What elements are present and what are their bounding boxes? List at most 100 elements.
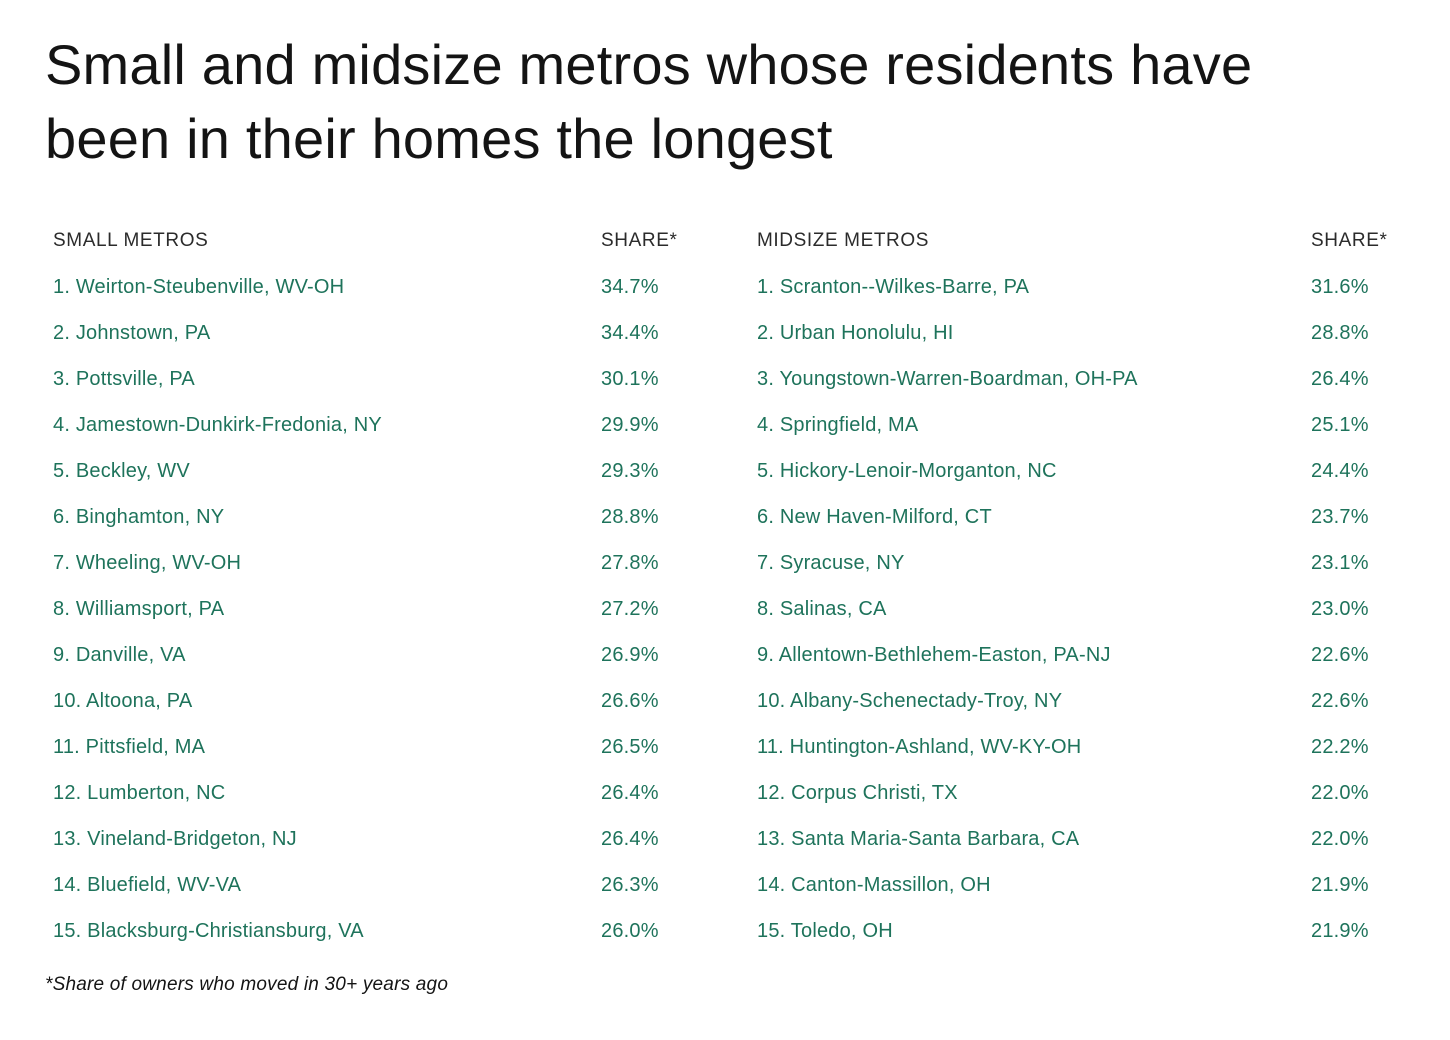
table-row: 4. Springfield, MA 25.1% <box>757 402 1389 448</box>
midsize-metros-header-row: MIDSIZE METROS SHARE* <box>757 218 1389 264</box>
share-value-cell: 26.9% <box>601 643 659 666</box>
small-metros-column-header: SMALL METROS <box>53 230 209 251</box>
share-value-cell: 34.7% <box>601 275 659 298</box>
share-value-cell: 24.4% <box>1311 459 1369 482</box>
table-row: 14. Canton-Massillon, OH 21.9% <box>757 862 1389 908</box>
table-row: 5. Beckley, WV 29.3% <box>53 448 757 494</box>
share-value-cell: 22.0% <box>1311 781 1369 804</box>
metro-name-cell: 5. Hickory-Lenoir-Morganton, NC <box>757 459 1057 482</box>
table-row: 9. Danville, VA 26.9% <box>53 632 757 678</box>
small-metros-header-row: SMALL METROS SHARE* <box>53 218 757 264</box>
metro-name-cell: 1. Weirton-Steubenville, WV-OH <box>53 275 345 298</box>
metro-name-cell: 4. Jamestown-Dunkirk-Fredonia, NY <box>53 413 382 436</box>
table-row: 4. Jamestown-Dunkirk-Fredonia, NY 29.9% <box>53 402 757 448</box>
table-row: 7. Wheeling, WV-OH 27.8% <box>53 540 757 586</box>
metro-name-cell: 3. Youngstown-Warren-Boardman, OH-PA <box>757 367 1138 390</box>
table-row: 14. Bluefield, WV-VA 26.3% <box>53 862 757 908</box>
share-value-cell: 29.9% <box>601 413 659 436</box>
metro-name-cell: 11. Pittsfield, MA <box>53 735 206 758</box>
table-row: 1. Weirton-Steubenville, WV-OH 34.7% <box>53 264 757 310</box>
table-row: 3. Pottsville, PA 30.1% <box>53 356 757 402</box>
share-value-cell: 22.0% <box>1311 827 1369 850</box>
table-row: 11. Pittsfield, MA 26.5% <box>53 724 757 770</box>
table-row: 10. Altoona, PA 26.6% <box>53 678 757 724</box>
midsize-metros-column-header: MIDSIZE METROS <box>757 230 930 251</box>
metro-name-cell: 2. Urban Honolulu, HI <box>757 321 954 344</box>
share-value-cell: 30.1% <box>601 367 659 390</box>
metro-name-cell: 13. Santa Maria-Santa Barbara, CA <box>757 827 1080 850</box>
share-value-cell: 21.9% <box>1311 919 1369 942</box>
table-row: 5. Hickory-Lenoir-Morganton, NC 24.4% <box>757 448 1389 494</box>
share-value-cell: 28.8% <box>601 505 659 528</box>
metro-name-cell: 10. Altoona, PA <box>53 689 193 712</box>
metro-name-cell: 12. Corpus Christi, TX <box>757 781 958 804</box>
table-row: 9. Allentown-Bethlehem-Easton, PA-NJ 22.… <box>757 632 1389 678</box>
metro-name-cell: 10. Albany-Schenectady-Troy, NY <box>757 689 1063 712</box>
metro-name-cell: 3. Pottsville, PA <box>53 367 195 390</box>
metro-name-cell: 9. Danville, VA <box>53 643 186 666</box>
share-value-cell: 23.7% <box>1311 505 1369 528</box>
metro-name-cell: 6. New Haven-Milford, CT <box>757 505 992 528</box>
metro-name-cell: 8. Salinas, CA <box>757 597 887 620</box>
table-row: 8. Williamsport, PA 27.2% <box>53 586 757 632</box>
table-row: 12. Lumberton, NC 26.4% <box>53 770 757 816</box>
metro-name-cell: 12. Lumberton, NC <box>53 781 226 804</box>
share-value-cell: 27.2% <box>601 597 659 620</box>
metro-name-cell: 6. Binghamton, NY <box>53 505 225 528</box>
page-title: Small and midsize metros whose residents… <box>45 33 1253 170</box>
share-value-cell: 26.3% <box>601 873 659 896</box>
share-value-cell: 26.6% <box>601 689 659 712</box>
table-row: 3. Youngstown-Warren-Boardman, OH-PA 26.… <box>757 356 1389 402</box>
table-row: 15. Toledo, OH 21.9% <box>757 908 1389 954</box>
table-row: 6. Binghamton, NY 28.8% <box>53 494 757 540</box>
metro-name-cell: 14. Canton-Massillon, OH <box>757 873 991 896</box>
midsize-metros-table: MIDSIZE METROS SHARE* 1. Scranton--Wilke… <box>757 218 1389 954</box>
share-value-cell: 23.1% <box>1311 551 1369 574</box>
table-row: 8. Salinas, CA 23.0% <box>757 586 1389 632</box>
table-row: 10. Albany-Schenectady-Troy, NY 22.6% <box>757 678 1389 724</box>
share-value-cell: 28.8% <box>1311 321 1369 344</box>
ranking-tables: SMALL METROS SHARE* 1. Weirton-Steubenvi… <box>53 218 1450 954</box>
share-value-cell: 22.6% <box>1311 689 1369 712</box>
share-value-cell: 26.4% <box>601 781 659 804</box>
metro-name-cell: 15. Toledo, OH <box>757 919 893 942</box>
metro-name-cell: 5. Beckley, WV <box>53 459 190 482</box>
small-share-column-header: SHARE* <box>601 230 678 251</box>
small-metros-table: SMALL METROS SHARE* 1. Weirton-Steubenvi… <box>53 218 757 954</box>
metro-name-cell: 8. Williamsport, PA <box>53 597 225 620</box>
metro-name-cell: 9. Allentown-Bethlehem-Easton, PA-NJ <box>757 643 1111 666</box>
table-row: 1. Scranton--Wilkes-Barre, PA 31.6% <box>757 264 1389 310</box>
metro-name-cell: 13. Vineland-Bridgeton, NJ <box>53 827 297 850</box>
metro-name-cell: 1. Scranton--Wilkes-Barre, PA <box>757 275 1030 298</box>
table-row: 13. Santa Maria-Santa Barbara, CA 22.0% <box>757 816 1389 862</box>
share-value-cell: 34.4% <box>601 321 659 344</box>
footnote: *Share of owners who moved in 30+ years … <box>45 974 449 995</box>
share-value-cell: 23.0% <box>1311 597 1369 620</box>
metro-name-cell: 4. Springfield, MA <box>757 413 919 436</box>
share-value-cell: 31.6% <box>1311 275 1369 298</box>
table-row: 2. Johnstown, PA 34.4% <box>53 310 757 356</box>
table-row: 12. Corpus Christi, TX 22.0% <box>757 770 1389 816</box>
table-row: 2. Urban Honolulu, HI 28.8% <box>757 310 1389 356</box>
metro-name-cell: 15. Blacksburg-Christiansburg, VA <box>53 919 364 942</box>
table-row: 6. New Haven-Milford, CT 23.7% <box>757 494 1389 540</box>
table-row: 15. Blacksburg-Christiansburg, VA 26.0% <box>53 908 757 954</box>
share-value-cell: 26.5% <box>601 735 659 758</box>
metro-name-cell: 7. Wheeling, WV-OH <box>53 551 242 574</box>
share-value-cell: 25.1% <box>1311 413 1369 436</box>
share-value-cell: 22.6% <box>1311 643 1369 666</box>
metro-name-cell: 7. Syracuse, NY <box>757 551 905 574</box>
share-value-cell: 22.2% <box>1311 735 1369 758</box>
share-value-cell: 29.3% <box>601 459 659 482</box>
metro-name-cell: 11. Huntington-Ashland, WV-KY-OH <box>757 735 1082 758</box>
share-value-cell: 27.8% <box>601 551 659 574</box>
metro-name-cell: 2. Johnstown, PA <box>53 321 211 344</box>
share-value-cell: 26.4% <box>1311 367 1369 390</box>
table-row: 11. Huntington-Ashland, WV-KY-OH 22.2% <box>757 724 1389 770</box>
share-value-cell: 26.0% <box>601 919 659 942</box>
table-row: 7. Syracuse, NY 23.1% <box>757 540 1389 586</box>
midsize-share-column-header: SHARE* <box>1311 230 1388 251</box>
share-value-cell: 21.9% <box>1311 873 1369 896</box>
share-value-cell: 26.4% <box>601 827 659 850</box>
table-row: 13. Vineland-Bridgeton, NJ 26.4% <box>53 816 757 862</box>
